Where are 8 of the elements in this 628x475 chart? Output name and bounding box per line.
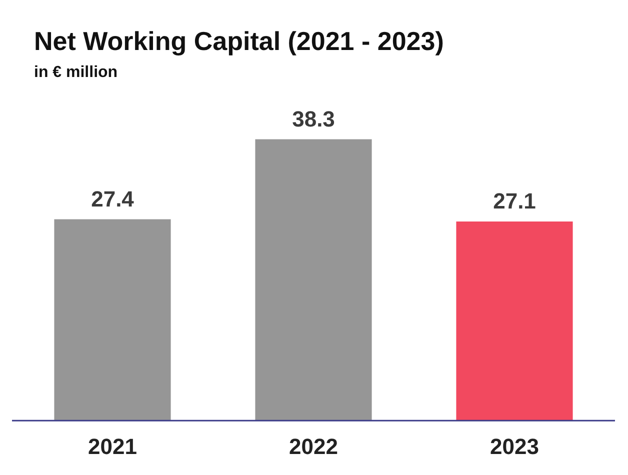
x-tick-label: 2023 [490,434,539,459]
chart-subtitle: in € million [34,64,118,82]
x-tick-label: 2022 [289,434,338,459]
x-tick-label: 2021 [88,434,137,459]
data-label: 27.1 [493,188,536,214]
data-label: 38.3 [292,106,335,132]
data-label: 27.4 [91,186,135,212]
chart-title: Net Working Capital (2021 - 2023) [34,26,444,57]
